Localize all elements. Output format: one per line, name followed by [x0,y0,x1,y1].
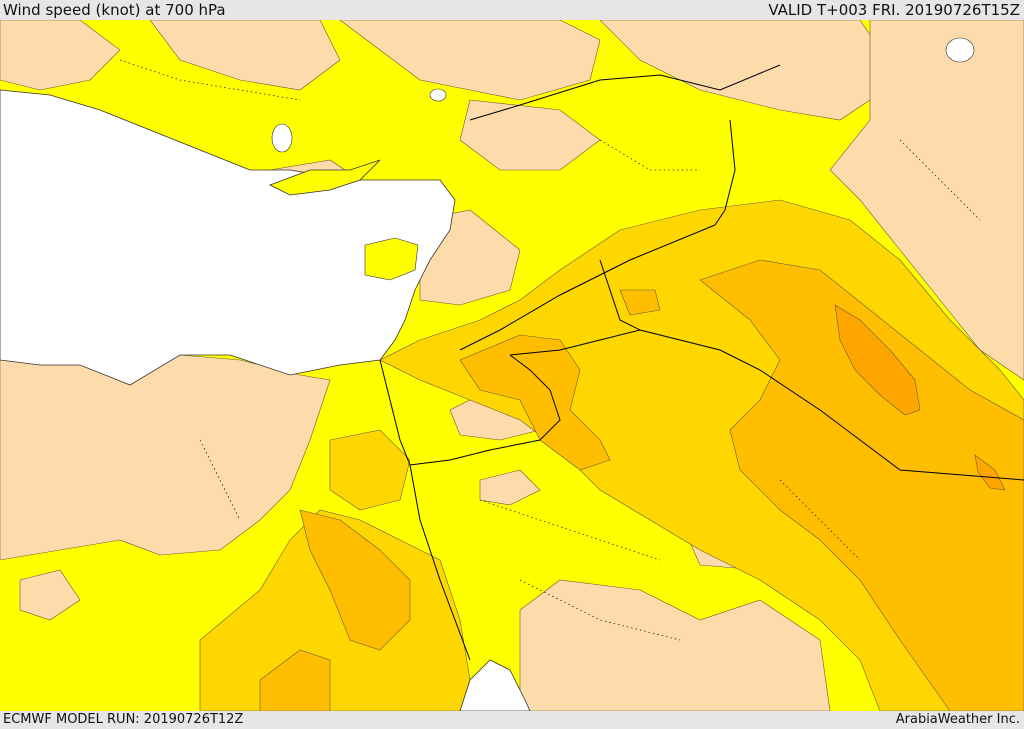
lake-2 [429,88,447,102]
model-run-label: ECMWF MODEL RUN: 20190726T12Z [3,712,244,727]
wind-band-high [259,259,1024,711]
cyprus-island [269,159,381,196]
lake-1 [271,123,293,153]
red-sea [459,659,531,711]
header-bar: Wind speed (knot) at 700 hPa VALID T+003… [0,0,1024,20]
mediterranean-sea [0,89,456,386]
country-borders [379,64,1024,661]
map-title: Wind speed (knot) at 700 hPa [3,1,226,19]
valid-time-label: VALID T+003 FRI. 20190726T15Z [768,1,1020,19]
wind-speed-map [0,20,1024,711]
sea-feature [364,237,419,281]
credit-label: ArabiaWeather Inc. [895,712,1020,727]
footer-bar: ECMWF MODEL RUN: 20190726T12Z ArabiaWeat… [0,711,1024,729]
admin-boundaries [119,59,981,641]
lake-3 [945,37,975,63]
wind-band-highest [834,304,1006,491]
